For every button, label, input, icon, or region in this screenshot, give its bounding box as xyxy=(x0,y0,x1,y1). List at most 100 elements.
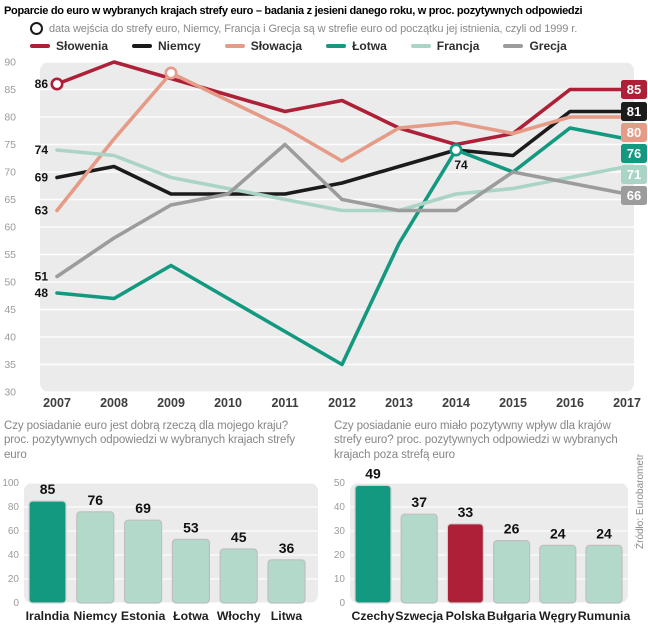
bar-czechy: 49 Czechy xyxy=(351,465,394,623)
svg-text:85: 85 xyxy=(4,84,16,96)
annotation-74: 74 xyxy=(454,158,468,172)
svg-text:71: 71 xyxy=(627,167,641,182)
bar-label-lotwa: Łotwa xyxy=(173,609,209,623)
end-badge-slowacja: 80 xyxy=(621,123,647,142)
svg-text:75: 75 xyxy=(4,139,16,151)
svg-text:76: 76 xyxy=(627,146,641,161)
svg-text:55: 55 xyxy=(4,249,16,261)
svg-text:40: 40 xyxy=(334,502,346,513)
bar-value-iralndia: 85 xyxy=(40,481,56,497)
start-value-niemcy: 69 xyxy=(35,171,49,185)
bar-value-szwecja: 37 xyxy=(411,494,427,510)
legend-label-niemcy: Niemcy xyxy=(158,39,201,53)
bar-label-estonia: Estonia xyxy=(121,609,166,623)
bar-label-bulgaria: Bułgaria xyxy=(487,609,536,623)
legend-item-lotwa: Łotwa xyxy=(326,39,387,53)
legend-label-francja: Francja xyxy=(436,39,480,53)
euro-entry-marker-icon xyxy=(30,22,43,35)
svg-text:60: 60 xyxy=(8,526,20,537)
svg-text:2014: 2014 xyxy=(442,396,470,410)
x-axis-labels: 2007 2008 2009 2010 2011 2012 2013 2014 2015 2016… xyxy=(43,396,641,410)
bar-label-szwecja: Szwecja xyxy=(395,609,443,623)
bar-value-czechy: 49 xyxy=(365,465,381,481)
bar-value-litwa: 36 xyxy=(279,540,295,556)
non-eurozone-bar-chart: 0 10 20 30 40 50 49 Czechy 37 Szwecja 33 Polska 26 Bu… xyxy=(334,465,631,623)
svg-text:30: 30 xyxy=(4,387,16,399)
svg-text:2012: 2012 xyxy=(328,396,356,410)
svg-text:40: 40 xyxy=(8,550,20,561)
bar-label-iralndia: Iralndia xyxy=(26,609,70,623)
series-line-slowenia xyxy=(55,60,629,147)
bar-value-estonia: 69 xyxy=(135,500,151,516)
legend-item-niemcy: Niemcy xyxy=(132,39,201,53)
svg-text:0: 0 xyxy=(13,598,19,609)
end-badge-grecja: 66 xyxy=(621,186,647,205)
series-line-francja xyxy=(55,148,629,213)
bottom-section: Czy posiadanie euro jest dobrą rzeczą dl… xyxy=(0,410,648,625)
bar-value-polska: 33 xyxy=(458,504,474,520)
start-value-grecja: 51 xyxy=(35,270,49,284)
non-eurozone-chart-title: Czy posiadanie euro miało pozytywny wpły… xyxy=(334,420,618,461)
bar-litwa: 36 Litwa xyxy=(267,540,306,623)
legend-label-slowacja: Słowacja xyxy=(250,39,303,53)
eurozone-chart-title: Czy posiadanie euro jest dobrą rzeczą dl… xyxy=(4,420,296,461)
svg-text:10: 10 xyxy=(334,574,346,585)
page-title: Poparcie do euro w wybranych krajach str… xyxy=(4,5,583,17)
bar-value-bulgaria: 26 xyxy=(504,521,520,537)
end-badge-lotwa: 76 xyxy=(621,144,647,163)
svg-text:60: 60 xyxy=(4,222,16,234)
start-value-slowacja: 63 xyxy=(35,204,49,218)
legend-item-slowenia: Słowenia xyxy=(30,39,108,53)
euro-entry-marker-lotwa xyxy=(449,143,463,157)
series-line-niemcy xyxy=(55,109,629,196)
gridlines-and-yticks: 0 10 20 30 40 50 xyxy=(334,478,628,609)
euro-entry-marker-slowenia xyxy=(50,77,64,91)
bar-value-rumunia: 24 xyxy=(596,525,612,541)
legend-note-text: data wejścia do strefy euro, Niemcy, Fra… xyxy=(49,22,578,35)
gridlines-and-yticks: 30 35 40 45 50 55 60 65 70 75 80 85 90 xyxy=(4,57,634,399)
bar-value-wlochy: 45 xyxy=(231,529,247,545)
svg-text:80: 80 xyxy=(4,112,16,124)
legend-item-grecja: Grecja xyxy=(503,39,567,53)
bar-value-wegry: 24 xyxy=(550,525,566,541)
svg-text:85: 85 xyxy=(627,82,641,97)
bar-label-litwa: Litwa xyxy=(271,609,303,623)
legend-swatch-slowacja xyxy=(224,44,245,48)
start-value-lotwa: 48 xyxy=(35,286,49,300)
svg-text:2017: 2017 xyxy=(613,396,641,410)
svg-text:90: 90 xyxy=(4,57,16,69)
bar-value-niemcy: 76 xyxy=(88,492,104,508)
end-badge-slowenia: 85 xyxy=(621,80,647,99)
series-line-lotwa xyxy=(55,126,629,367)
svg-text:65: 65 xyxy=(4,194,16,206)
svg-text:0: 0 xyxy=(339,598,345,609)
svg-text:30: 30 xyxy=(334,526,346,537)
bar-lotwa: 53 Łotwa xyxy=(171,519,210,623)
svg-text:50: 50 xyxy=(334,478,346,489)
legend-label-slowenia: Słowenia xyxy=(56,39,109,53)
legend-swatch-niemcy xyxy=(132,44,153,48)
eurozone-bar-chart: 0 20 40 60 80 100 85 Iralndia 76 Niemcy 69 Estonia 5… xyxy=(2,478,318,623)
svg-text:80: 80 xyxy=(627,125,641,140)
euro-entry-legend-note: data wejścia do strefy euro, Niemcy, Fra… xyxy=(30,22,648,35)
bar-wlochy: 45 Włochy xyxy=(217,529,261,623)
legend-label-lotwa: Łotwa xyxy=(352,39,387,53)
bar-iralndia: 85 Iralndia xyxy=(26,481,70,623)
bar-label-czechy: Czechy xyxy=(351,609,394,623)
bar-estonia: 69 Estonia xyxy=(121,500,166,623)
legend-swatch-lotwa xyxy=(326,44,347,48)
source-credit: Źródło: Eurobarometr xyxy=(635,453,646,549)
legend-swatch-slowenia xyxy=(30,44,50,48)
svg-text:50: 50 xyxy=(4,277,16,289)
svg-text:2011: 2011 xyxy=(271,396,298,410)
series-line-grecja xyxy=(55,142,629,279)
svg-text:35: 35 xyxy=(4,359,16,371)
svg-text:45: 45 xyxy=(4,304,16,316)
legend-swatch-francja xyxy=(410,44,431,48)
svg-text:2016: 2016 xyxy=(556,396,584,410)
non-eurozone-bar-chart-panel: Czy posiadanie euro miało pozytywny wpły… xyxy=(330,410,648,625)
svg-text:2007: 2007 xyxy=(43,396,71,410)
bar-label-polska: Polska xyxy=(446,609,486,623)
